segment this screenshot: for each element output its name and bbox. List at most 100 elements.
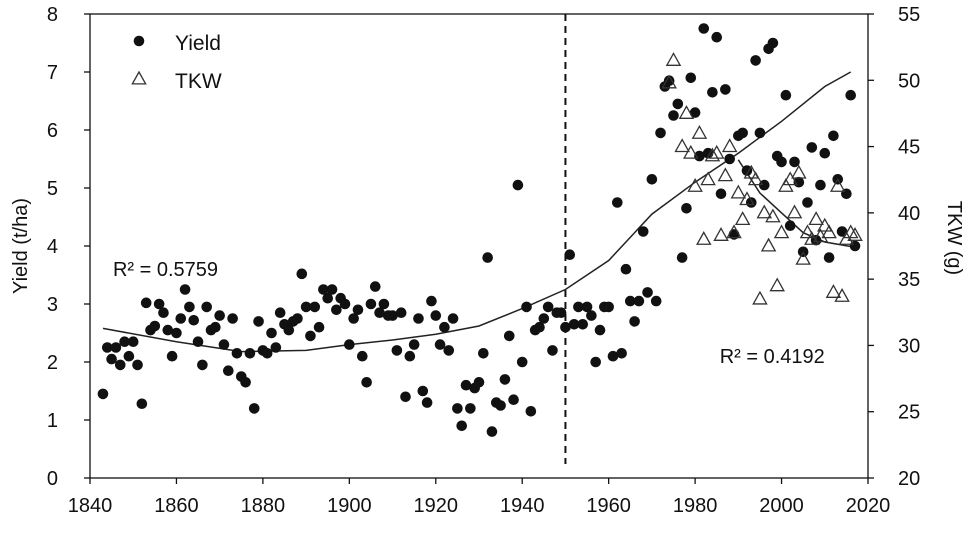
data-point-yield — [179, 284, 191, 295]
x-tick-label: 1920 — [414, 495, 459, 517]
data-point-tkw — [700, 171, 716, 186]
data-point-yield — [240, 377, 251, 388]
data-point-yield — [127, 336, 139, 348]
data-point-yield — [612, 197, 623, 208]
data-point-yield — [668, 110, 679, 121]
data-point-yield — [132, 359, 143, 371]
data-point-yield — [460, 379, 472, 391]
data-point-yield — [646, 174, 658, 185]
data-point-yield — [603, 301, 614, 313]
data-point-yield — [357, 350, 368, 362]
legend-item-yield: Yield — [175, 32, 221, 55]
y-left-tick-label: 8 — [47, 4, 58, 26]
data-point-yield — [339, 298, 351, 310]
x-tick-label: 1860 — [154, 495, 199, 517]
y-axis-left-title: Yield (t/ha) — [10, 198, 32, 294]
data-point-yield — [547, 345, 558, 356]
data-point-yield — [789, 156, 800, 168]
data-point-tkw — [829, 178, 846, 192]
data-point-yield — [573, 301, 584, 313]
data-point-yield — [499, 374, 511, 385]
data-point-yield — [737, 127, 748, 139]
data-point-yield — [348, 313, 359, 324]
data-point-yield — [387, 310, 398, 321]
data-point-yield — [283, 324, 295, 336]
data-point-yield — [119, 336, 130, 348]
data-point-tkw — [683, 144, 699, 159]
data-point-tkw — [730, 184, 747, 199]
data-point-tkw — [825, 284, 842, 298]
data-point-yield — [201, 301, 212, 313]
data-point-tkw — [799, 224, 816, 239]
data-point-yield — [266, 327, 277, 339]
data-point-yield — [171, 327, 182, 339]
x-tick-label: 2000 — [759, 495, 804, 517]
data-point-yield — [162, 324, 174, 336]
data-point-yield — [802, 197, 813, 208]
axis-layer — [84, 13, 874, 484]
data-point-yield — [538, 313, 550, 324]
data-point-yield — [568, 319, 580, 330]
data-point-yield — [210, 321, 221, 333]
x-tick-label: 1980 — [673, 495, 718, 517]
data-point-yield — [616, 348, 627, 359]
y-left-tick-label: 5 — [47, 178, 58, 200]
data-point-tkw — [704, 147, 721, 162]
data-point-yield — [140, 297, 152, 309]
y-left-tick-label: 0 — [47, 468, 58, 490]
data-point-tkw — [791, 164, 807, 179]
x-tick-label: 2020 — [846, 495, 891, 517]
data-point-yield — [331, 304, 342, 316]
data-point-tkw — [708, 144, 725, 159]
data-point-yield — [434, 339, 446, 350]
data-point-yield — [776, 156, 787, 168]
data-point-yield — [218, 339, 230, 350]
data-point-tkw — [817, 217, 833, 232]
y-right-tick-label: 25 — [898, 402, 920, 424]
data-point-tkw — [782, 171, 798, 186]
data-point-yield — [227, 313, 238, 324]
data-point-tkw — [678, 105, 695, 119]
data-point-tkw — [674, 138, 690, 153]
data-point-yield — [672, 98, 684, 110]
data-point-yield — [495, 400, 506, 411]
data-point-yield — [270, 342, 282, 353]
data-point-tkw — [734, 211, 751, 226]
data-point-yield — [374, 307, 385, 319]
data-point-yield — [689, 107, 701, 118]
data-point-yield — [352, 304, 364, 316]
data-point-yield — [322, 292, 334, 304]
data-point-yield — [110, 342, 122, 353]
y-right-tick-label: 35 — [898, 269, 920, 291]
data-point-yield — [823, 252, 835, 263]
data-point-yield — [542, 301, 554, 313]
data-point-yield — [581, 301, 593, 313]
data-point-yield — [637, 226, 649, 237]
data-point-yield — [361, 377, 372, 388]
point-layer — [97, 23, 863, 437]
data-point-yield — [305, 330, 316, 342]
y-left-tick-label: 6 — [47, 120, 58, 142]
data-point-tkw — [821, 224, 837, 239]
data-point-yield — [292, 313, 303, 324]
data-point-tkw — [847, 227, 863, 241]
data-point-yield — [586, 310, 597, 321]
data-point-yield — [184, 301, 195, 313]
data-point-yield — [430, 310, 442, 321]
data-point-yield — [478, 348, 489, 359]
data-point-tkw — [739, 191, 755, 206]
data-point-yield — [473, 377, 485, 388]
r-squared-annotation-yield: R² = 0.5759 — [113, 259, 218, 281]
data-point-yield — [192, 336, 204, 348]
legend-marker-yield — [133, 35, 145, 47]
data-point-tkw — [795, 250, 811, 265]
data-point-yield — [642, 287, 653, 298]
data-point-yield — [248, 403, 260, 414]
y-right-tick-label: 30 — [898, 335, 920, 357]
data-point-yield — [149, 320, 161, 332]
data-point-tkw — [756, 204, 773, 219]
data-point-yield — [318, 284, 329, 295]
data-point-yield — [633, 295, 645, 307]
data-point-yield — [97, 388, 109, 400]
